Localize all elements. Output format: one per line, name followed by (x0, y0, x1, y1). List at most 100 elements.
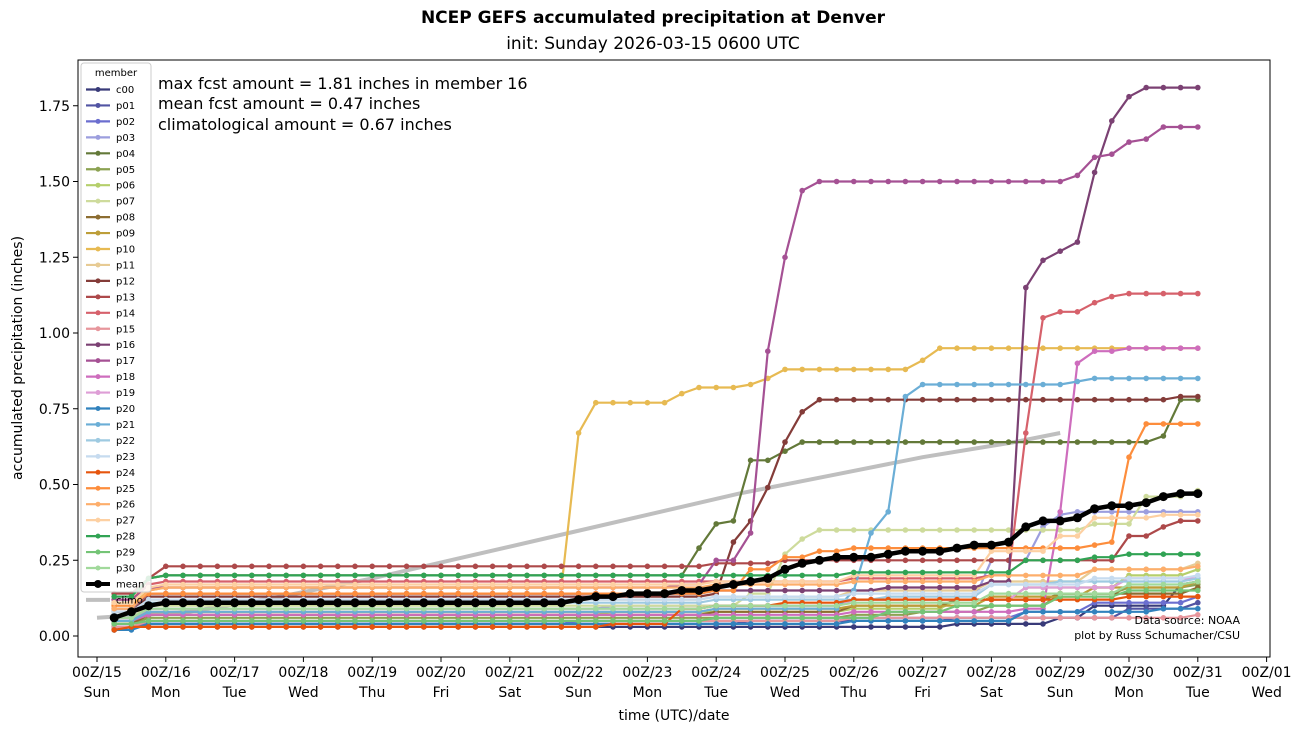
data-point (283, 618, 290, 624)
data-point (1143, 396, 1149, 403)
data-point (249, 563, 255, 570)
data-point (833, 527, 840, 533)
data-point (317, 563, 324, 570)
mean-point (1107, 501, 1117, 511)
data-point (782, 254, 788, 261)
data-point (937, 584, 943, 591)
data-point (1091, 542, 1098, 548)
data-point (833, 578, 840, 585)
data-point (524, 581, 530, 588)
data-point (713, 615, 719, 621)
data-point (1143, 575, 1149, 582)
data-point (369, 572, 376, 579)
data-point (937, 609, 943, 615)
data-point (1074, 581, 1081, 588)
data-point (163, 563, 169, 570)
data-point (851, 590, 857, 597)
mean-point (367, 598, 377, 608)
data-point (1177, 345, 1184, 352)
legend-item-p12: p12 (86, 276, 135, 287)
data-point (1160, 566, 1167, 573)
data-point (1143, 615, 1149, 621)
data-point (885, 584, 891, 591)
data-point (816, 396, 823, 403)
legend-label: p05 (116, 165, 135, 176)
data-point (971, 345, 977, 352)
data-point (1160, 575, 1167, 582)
data-point (1126, 375, 1132, 382)
y-axis-label: accumulated precipitation (inches) (10, 236, 26, 480)
data-point (180, 581, 186, 588)
legend-marker (95, 501, 101, 507)
data-point (300, 572, 307, 579)
data-point (1091, 169, 1098, 176)
legend-marker (95, 517, 101, 523)
data-point (851, 439, 857, 445)
data-point (386, 605, 393, 612)
mean-point (488, 598, 498, 608)
data-point (679, 596, 685, 603)
data-point (954, 178, 960, 185)
series-line-p07 (114, 489, 1199, 619)
data-point (1195, 572, 1201, 579)
data-point (335, 624, 341, 630)
data-point (713, 557, 719, 564)
data-point (472, 572, 479, 579)
data-point (627, 618, 633, 624)
legend-label: c00 (116, 85, 134, 96)
mean-point (1158, 492, 1168, 502)
data-point (1057, 178, 1063, 185)
mean-point (298, 598, 308, 608)
mean-point (918, 546, 928, 556)
mean-point (883, 549, 893, 559)
data-point (1091, 575, 1098, 582)
legend-marker (95, 294, 101, 300)
data-point (679, 572, 685, 579)
data-point (266, 572, 272, 579)
data-point (885, 557, 891, 564)
x-tick-day-label: Sun (565, 685, 592, 701)
data-point (1074, 572, 1081, 579)
mean-point (126, 607, 136, 617)
series-p30 (111, 578, 1201, 621)
mean-point (1055, 516, 1065, 526)
data-point (593, 572, 599, 579)
data-point (575, 581, 582, 588)
mean-point (402, 598, 412, 608)
data-point (799, 187, 805, 194)
data-point (747, 621, 754, 627)
data-point (851, 599, 857, 606)
data-point (1126, 396, 1132, 403)
data-point (1160, 524, 1167, 530)
data-point (283, 605, 290, 612)
data-point (696, 572, 702, 579)
data-point (575, 572, 582, 579)
legend-marker (95, 406, 101, 411)
data-point (627, 596, 633, 603)
data-point (1126, 521, 1132, 527)
data-point (851, 624, 857, 630)
data-point (541, 581, 547, 588)
data-point (696, 605, 702, 612)
data-point (472, 581, 479, 588)
data-point (1177, 587, 1184, 594)
data-point (455, 581, 462, 588)
data-point (1126, 515, 1132, 521)
data-point (971, 569, 977, 576)
legend: member c00 p01 p02 p03 p04 p05 p06 p07 p08 p09 p10… (80, 62, 152, 606)
data-point (558, 624, 565, 630)
x-tick-label: 00Z/23 (622, 665, 672, 681)
legend-marker (95, 421, 101, 427)
data-point (421, 590, 427, 597)
data-point (438, 605, 444, 612)
data-point (1057, 572, 1063, 579)
data-point (403, 618, 410, 624)
data-point (300, 590, 307, 597)
x-tick-label: 00Z/18 (278, 665, 328, 681)
data-point (833, 621, 840, 627)
data-point (1195, 393, 1201, 400)
data-point (1143, 533, 1149, 539)
x-tick-day-label: Mon (1114, 685, 1144, 701)
annotation-climo: climatological amount = 0.67 inches (158, 115, 452, 134)
data-point (1126, 551, 1132, 557)
